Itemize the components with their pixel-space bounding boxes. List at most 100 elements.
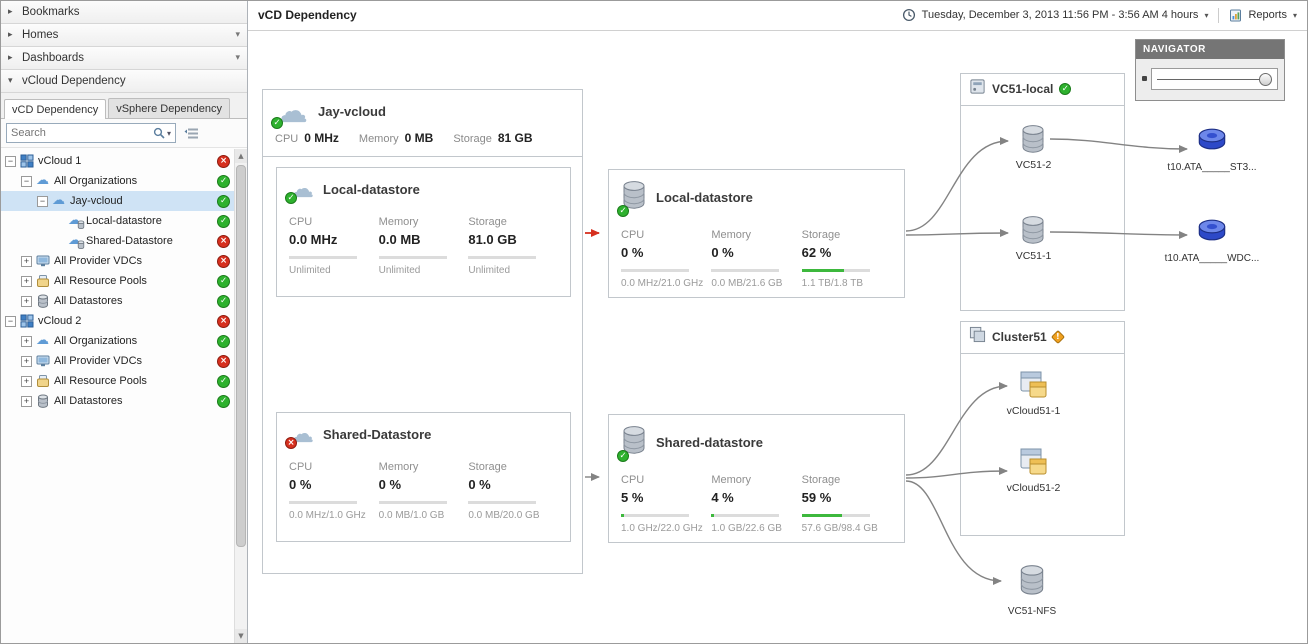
node-vcloud51-2[interactable]: vCloud51-2 [1006, 447, 1061, 494]
cloud-datastore-icon: ☁ [68, 214, 85, 230]
plus-expander-icon[interactable]: + [21, 395, 32, 407]
metric-bar [378, 500, 447, 504]
zoom-out-mark[interactable] [1142, 76, 1147, 82]
reports-caret-icon[interactable]: ▾ [1292, 10, 1297, 20]
tree-item-label: All Resource Pools [54, 275, 147, 287]
box-title: Shared-Datastore [323, 427, 432, 443]
tree-item-label: Jay-vcloud [70, 195, 123, 207]
metric-cpu: CPU 0 % 0.0 MHz/1.0 GHz [289, 453, 379, 521]
tree-item-all-datastores[interactable]: + All Datastores ✓ [1, 391, 247, 411]
tree-item-all-resource-pools[interactable]: + All Resource Pools ✓ [1, 371, 247, 391]
org-datastore-box-local[interactable]: ☁ ✓ Local-datastore CPU 0.0 MHz Unlimited M… [276, 166, 571, 297]
search-icon[interactable] [153, 127, 165, 139]
sidebar-section-homes[interactable]: ▸ Homes ▾ [1, 24, 247, 47]
metric-bar [378, 255, 447, 259]
scroll-down-button[interactable]: ▼ [235, 629, 247, 643]
tree-item-shared-datastore[interactable]: ☁ Shared-Datastore × [1, 231, 247, 251]
physical-disk-node[interactable]: t10.ATA_____ST3... [1156, 126, 1268, 173]
datastore-box-shared[interactable]: ✓ Shared-datastore CPU 5 % 1.0 GHz/22.0 GH… [608, 413, 905, 543]
status-error-icon: × [217, 314, 230, 328]
datastore-icon: ✓ [617, 180, 647, 217]
cluster-box-cluster51[interactable]: Cluster51 ! vCloud51-1 vCloud51-2 [960, 320, 1125, 536]
tree-item-all-organizations[interactable]: + ☁ All Organizations ✓ [1, 331, 247, 351]
plus-expander-icon[interactable]: + [21, 375, 32, 387]
tab-vcd-dependency[interactable]: vCD Dependency [4, 99, 107, 119]
tree-item-jay-vcloud[interactable]: − ☁ Jay-vcloud ✓ [1, 191, 247, 211]
section-menu-icon[interactable]: ▾ [235, 53, 240, 63]
tree-options-icon[interactable] [184, 127, 199, 140]
search-box[interactable]: ▾ [6, 123, 176, 143]
plus-expander-icon[interactable]: + [21, 335, 32, 347]
org-datastore-box-shared[interactable]: ☁ × Shared-Datastore CPU 0 % 0.0 MHz/1.0 G… [276, 411, 571, 542]
status-ok-icon: ✓ [217, 374, 230, 388]
metric-detail: 0.0 MB/1.0 GB [378, 509, 445, 521]
tree-item-all-resource-pools[interactable]: + All Resource Pools ✓ [1, 271, 247, 291]
plus-expander-icon[interactable]: + [21, 295, 32, 307]
metric-cpu: CPU 0.0 MHz Unlimited [289, 208, 379, 276]
node-vc51-2[interactable]: VC51-2 [1016, 124, 1051, 171]
tree-item-vcloud-2[interactable]: − vCloud 2 × [1, 311, 247, 331]
sidebar-scrollbar[interactable]: ▲ ▼ [234, 149, 247, 643]
sidebar-section-dashboards[interactable]: ▸ Dashboards ▾ [1, 47, 247, 70]
metric-memory: Memory 0 % 0.0 MB/21.6 GB [711, 221, 801, 289]
metric-value: 0 MHz [304, 130, 339, 145]
plus-expander-icon[interactable]: + [21, 275, 32, 287]
datastore-icon [38, 394, 48, 408]
provider-vdc-icon [36, 255, 50, 267]
scroll-up-button[interactable]: ▲ [235, 149, 247, 163]
status-error-icon: × [217, 354, 230, 368]
scrollbar-thumb[interactable] [236, 165, 246, 548]
tree-item-all-datastores[interactable]: + All Datastores ✓ [1, 291, 247, 311]
search-input[interactable] [11, 127, 153, 139]
node-vc51-1[interactable]: VC51-1 [1016, 215, 1051, 262]
metric-bar [711, 268, 780, 272]
zoom-slider-knob[interactable] [1259, 72, 1272, 86]
metric-value: 0.0 MHz [289, 231, 338, 247]
tree-item-label: All Organizations [54, 335, 138, 347]
resource-pool-icon [37, 275, 49, 287]
nfs-datastore-node[interactable]: VC51-NFS [992, 564, 1072, 617]
physical-disk-node[interactable]: t10.ATA_____WDC... [1156, 217, 1268, 264]
tree-item-vcloud-1[interactable]: − vCloud 1 × [1, 151, 247, 171]
status-error-icon: × [217, 254, 230, 268]
cluster-box-nodes: vCloud51-1 vCloud51-2 [961, 354, 1124, 494]
cloud-datastore-icon: ☁ × [285, 421, 314, 449]
minus-expander-icon[interactable]: − [37, 195, 48, 207]
sidebar-section-bookmarks[interactable]: ▸ Bookmarks [1, 1, 247, 24]
tree-item-label: vCloud 2 [38, 315, 82, 327]
zoom-slider[interactable] [1151, 67, 1278, 90]
metric-value: 59 % [801, 489, 832, 505]
tree-item-all-provider-vdcs[interactable]: + All Provider VDCs × [1, 351, 247, 371]
plus-expander-icon[interactable]: + [21, 255, 32, 267]
timerange-label[interactable]: Tuesday, December 3, 2013 11:56 PM - 3:5… [921, 9, 1199, 22]
reports-label[interactable]: Reports [1248, 9, 1287, 22]
tree-item-all-organizations[interactable]: − ☁ All Organizations ✓ [1, 171, 247, 191]
minus-expander-icon[interactable]: − [5, 155, 16, 167]
cloud-datastore-icon: ☁ ✓ [285, 176, 314, 204]
node-label: vCloud51-2 [1006, 481, 1061, 494]
timerange-caret-icon[interactable]: ▾ [1204, 10, 1209, 20]
tree-item-local-datastore[interactable]: ☁ Local-datastore ✓ [1, 211, 247, 231]
tree-item-all-provider-vdcs[interactable]: + All Provider VDCs × [1, 251, 247, 271]
tab-vsphere-dependency[interactable]: vSphere Dependency [108, 98, 231, 118]
datastore-box-local[interactable]: ✓ Local-datastore CPU 0 % 0.0 MHz/21.0 GHz… [608, 168, 905, 298]
host-box-vc51-local[interactable]: VC51-local ✓ VC51-2 VC51-1 [960, 72, 1125, 311]
metric-label: Storage [801, 473, 841, 486]
collapsed-arrow-icon: ▸ [8, 7, 13, 17]
minus-expander-icon[interactable]: − [21, 175, 32, 187]
metric-storage: Storage 0 % 0.0 MB/20.0 GB [468, 453, 558, 521]
search-options-caret-icon[interactable]: ▾ [166, 128, 171, 138]
jay-vcloud-org-box[interactable]: ☁ ✓ Jay-vcloud CPU 0 MHz Memory 0 MB Storage… [262, 88, 583, 574]
sidebar-section-vcloud-dependency[interactable]: ▾ vCloud Dependency [1, 70, 247, 93]
dependency-tree: − vCloud 1 × − ☁ All Organizations ✓ − ☁ Jay-vclo… [1, 148, 247, 643]
metric-detail: 0.0 MHz/21.0 GHz [621, 277, 704, 289]
minus-expander-icon[interactable]: − [5, 315, 16, 327]
section-menu-icon[interactable]: ▾ [235, 30, 240, 40]
vcloud-grid-icon [20, 314, 34, 328]
node-vcloud51-1[interactable]: vCloud51-1 [1007, 370, 1060, 417]
metric-detail: 1.0 GHz/22.0 GHz [621, 522, 703, 534]
scrollbar-track[interactable] [235, 163, 247, 629]
plus-expander-icon[interactable]: + [21, 355, 32, 367]
resource-pool-icon [37, 375, 49, 387]
vcloud-grid-icon [20, 154, 34, 168]
